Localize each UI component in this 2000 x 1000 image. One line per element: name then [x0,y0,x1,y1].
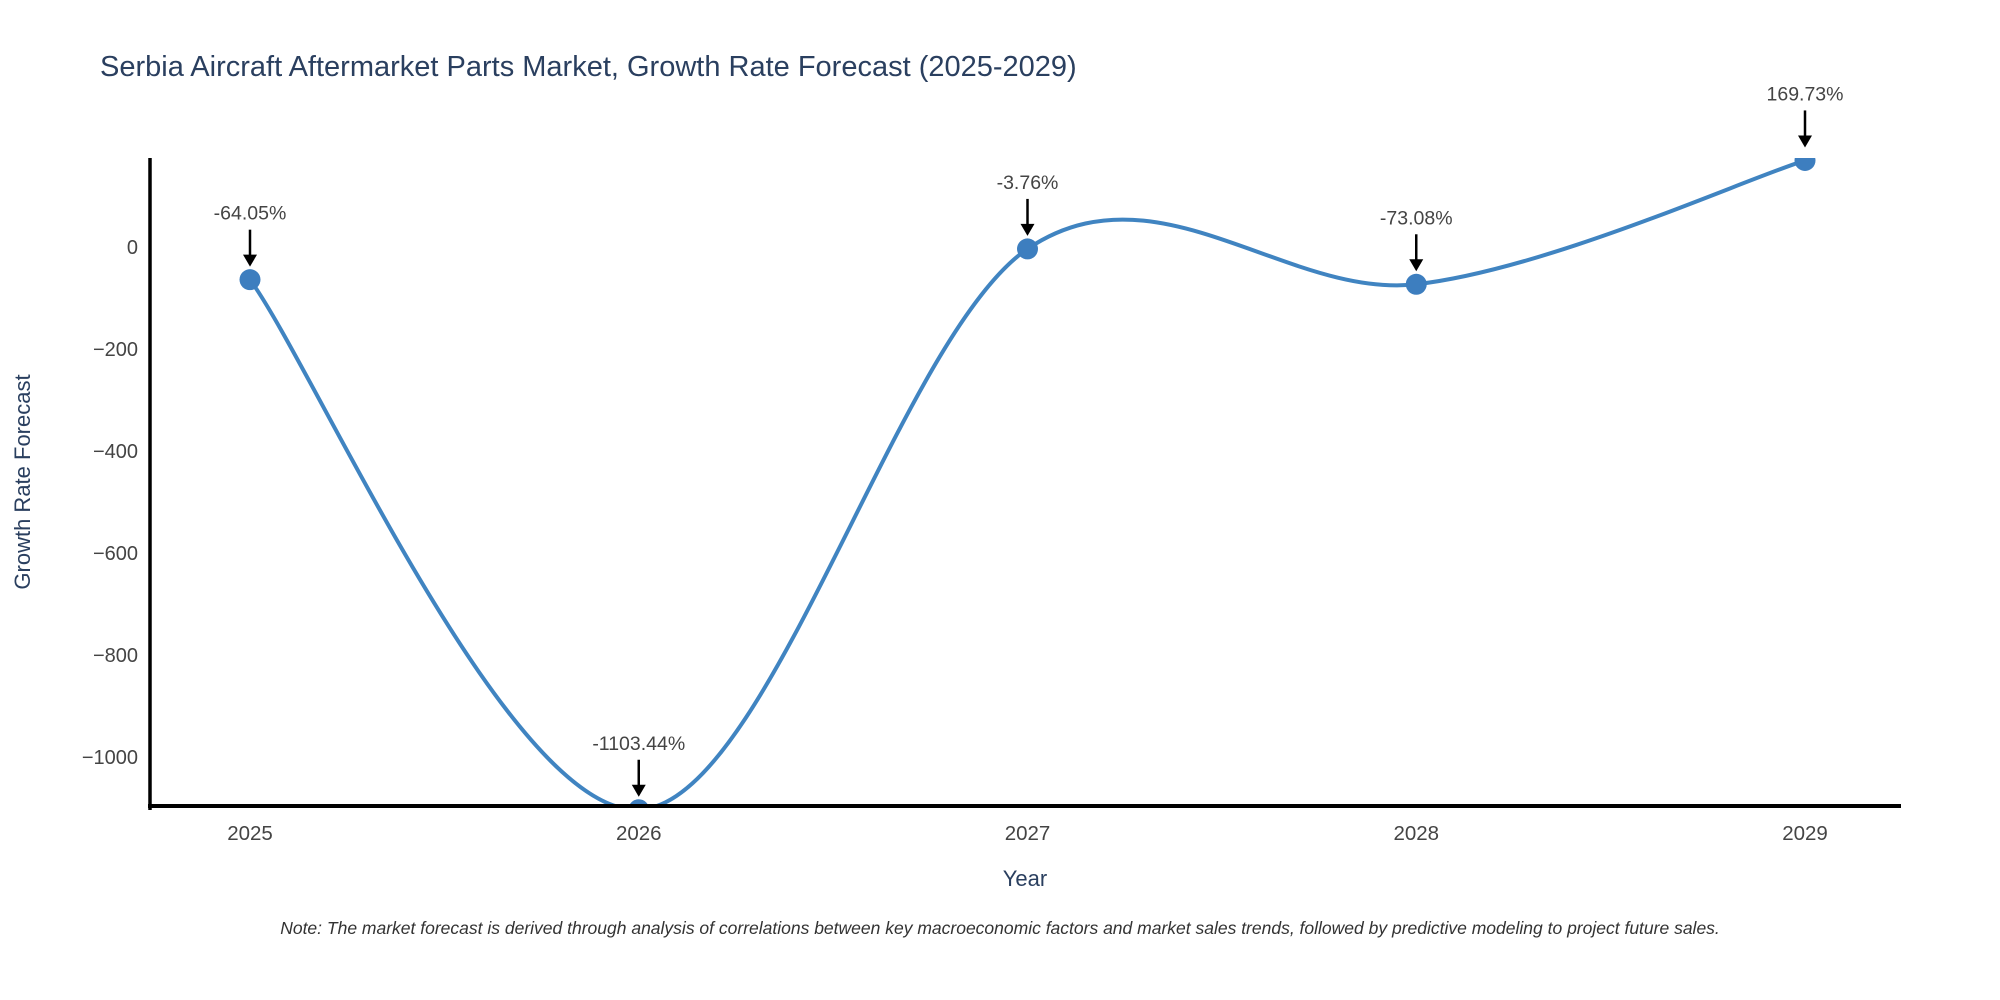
y-tick-label: 0 [127,237,138,259]
y-tick-label: −800 [93,645,138,667]
series-group [239,150,1816,820]
data-point-marker-2025[interactable] [239,269,261,291]
data-point-marker-2027[interactable] [1017,238,1038,260]
y-tick-label: −400 [93,441,138,463]
forecast-spline-line [248,158,1807,806]
x-tick-label: 2027 [1005,822,1051,845]
x-tick-label: 2028 [1393,822,1439,845]
data-point-marker-2028[interactable] [1405,273,1427,295]
footnote: Note: The market forecast is derived thr… [280,918,1720,938]
point-annotation-label: -73.08% [1380,207,1453,229]
y-tick-label: −600 [93,543,138,565]
x-tick-label: 2025 [227,822,273,845]
point-annotation-2029: 169.73% [1767,83,1844,148]
annotation-arrow-head [243,254,257,267]
chart-title: Serbia Aircraft Aftermarket Parts Market… [100,51,1077,83]
point-annotation-2026: -1103.44% [592,733,685,797]
annotation-arrow-head [1798,135,1812,148]
annotation-arrow-head [631,784,646,797]
y-axis-title: Growth Rate Forecast [10,374,35,589]
x-tick-label: 2029 [1782,822,1828,845]
growth-rate-line-chart: 0 −200 −400 −600 −800 −1000 2025 2026 2027 2028 20… [10,83,1901,891]
point-annotation-2025: -64.05% [214,203,287,267]
x-tick-label: 2026 [616,822,662,845]
x-axis-title: Year [1003,866,1047,891]
y-tick-label: −1000 [82,747,138,769]
point-annotation-2028: -73.08% [1380,207,1453,272]
point-annotation-label: 169.73% [1767,83,1844,105]
point-annotation-label: -3.76% [997,172,1059,194]
point-annotation-2027: -3.76% [997,172,1059,236]
annotation-arrow-head [1020,223,1035,236]
data-point-marker-2026[interactable] [628,799,649,820]
point-annotation-label: -64.05% [214,203,287,225]
annotation-arrow-head [1409,259,1424,272]
data-point-marker-2029[interactable] [1794,150,1816,171]
y-tick-label: −200 [93,339,138,361]
point-annotation-label: -1103.44% [592,733,685,755]
